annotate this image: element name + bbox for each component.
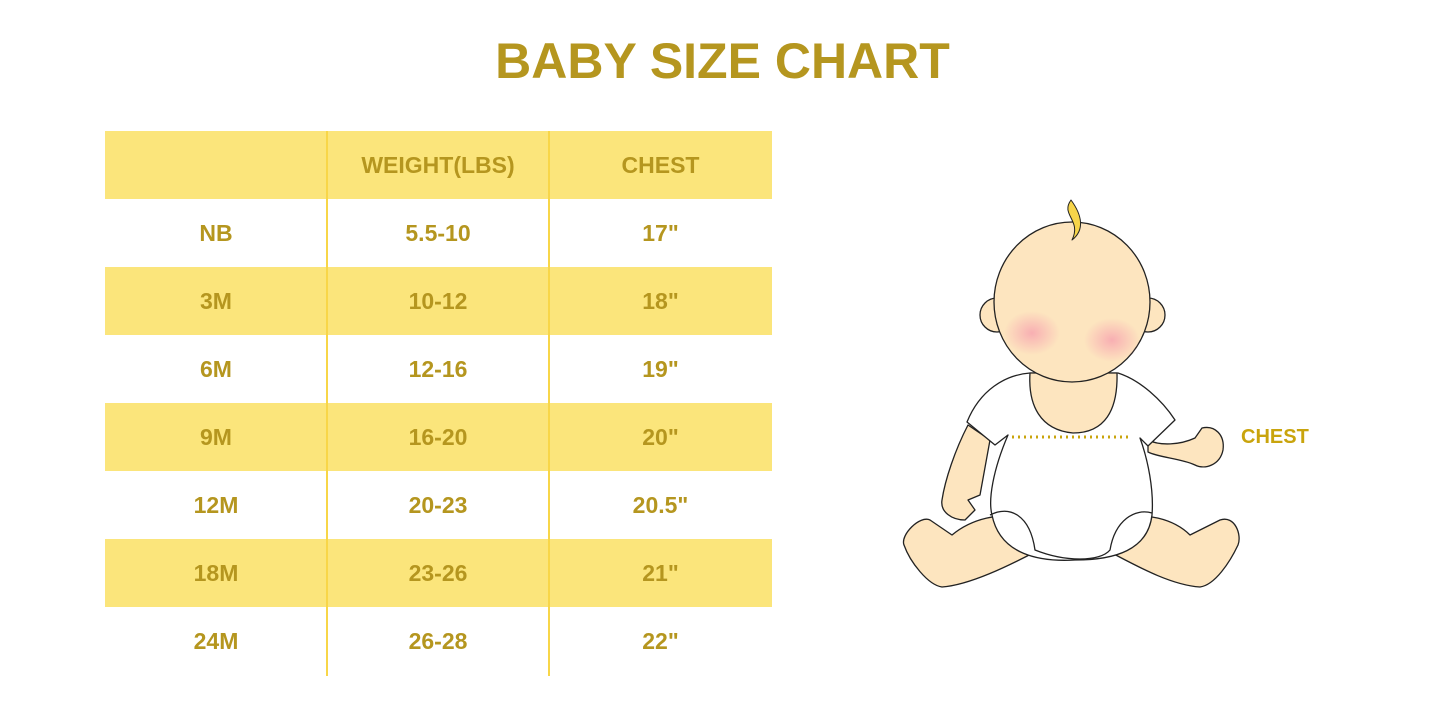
header-cell: WEIGHT(LBS) — [361, 151, 515, 178]
weight-cell: 20-23 — [408, 491, 468, 518]
chest-cell: 20.5" — [632, 491, 689, 518]
weight-cell: 10-12 — [408, 287, 468, 314]
size-cell: 3M — [200, 287, 232, 314]
table-row: 24M 26-28 22" — [105, 607, 772, 675]
baby-illustration — [902, 199, 1240, 588]
weight-cell: 23-26 — [408, 559, 468, 586]
table-header-row: WEIGHT(LBS) CHEST — [105, 131, 772, 199]
table-row: 18M 23-26 21" — [105, 539, 772, 607]
size-cell: NB — [199, 219, 233, 246]
size-table: WEIGHT(LBS) CHEST NB 5.5-10 17" 3M 10-12 18" 6… — [105, 131, 772, 675]
weight-cell: 12-16 — [408, 355, 468, 382]
column-divider — [326, 131, 328, 676]
column-divider — [548, 131, 550, 676]
chest-cell: 19" — [642, 355, 679, 382]
page-title: BABY SIZE CHART — [495, 33, 950, 89]
header-cell — [105, 131, 327, 199]
size-cell: 18M — [193, 559, 239, 586]
weight-cell: 5.5-10 — [405, 219, 471, 246]
chest-label: CHEST — [1241, 426, 1309, 448]
table-row: 3M 10-12 18" — [105, 267, 772, 335]
header-cell: CHEST — [621, 151, 700, 178]
chest-cell: 17" — [642, 219, 679, 246]
weight-cell: 26-28 — [408, 627, 468, 654]
size-cell: 12M — [193, 491, 239, 518]
table-row: 12M 20-23 20.5" — [105, 471, 772, 539]
table-row: 6M 12-16 19" — [105, 335, 772, 403]
chest-cell: 18" — [642, 287, 679, 314]
chest-cell: 20" — [642, 423, 679, 450]
size-cell: 6M — [200, 355, 232, 382]
weight-cell: 16-20 — [408, 423, 468, 450]
table-row: 9M 16-20 20" — [105, 403, 772, 471]
size-cell: 24M — [193, 627, 239, 654]
chest-cell: 21" — [642, 559, 679, 586]
table-row: NB 5.5-10 17" — [105, 199, 772, 267]
chest-cell: 22" — [642, 627, 679, 654]
size-cell: 9M — [200, 423, 232, 450]
